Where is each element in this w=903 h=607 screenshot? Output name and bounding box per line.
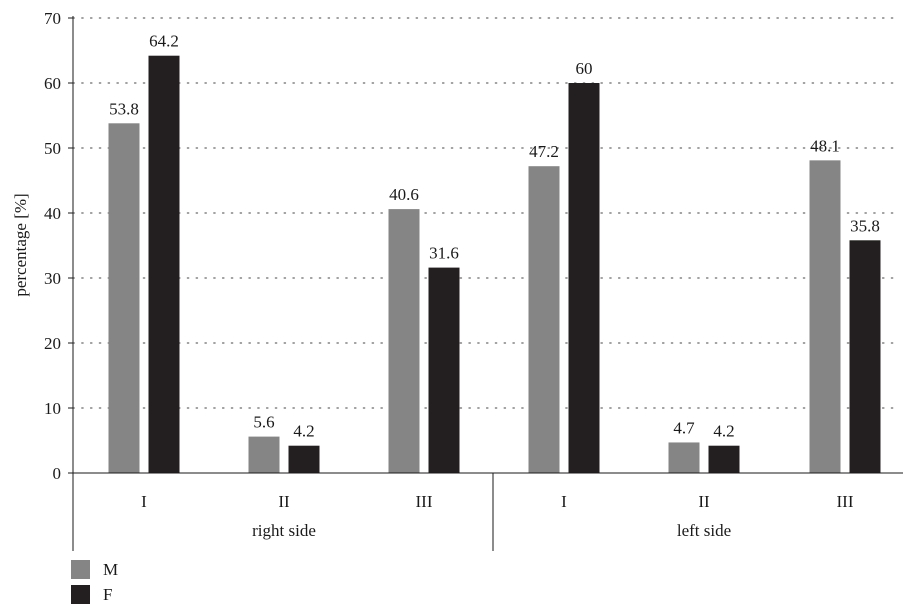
data-label: 53.8 [109,99,139,118]
bar-m [668,442,700,473]
bars [108,55,881,474]
data-label: 5.6 [253,413,274,432]
y-axis-title: percentage [%] [11,193,30,296]
data-label: 4.7 [673,418,695,437]
y-tick-label: 70 [44,9,61,28]
y-axis-ticks: 0 10 20 30 40 50 60 70 [44,9,73,483]
category-label: III [837,492,854,511]
y-tick-label: 0 [53,464,62,483]
bar-m [528,166,560,473]
category-label: II [278,492,290,511]
data-label: 4.2 [713,422,734,441]
legend-label: M [103,560,118,579]
bar-m [809,160,841,473]
data-label: 64.2 [149,32,179,51]
bar-f [708,445,740,473]
bar-m [388,209,420,473]
group-label: right side [252,521,316,540]
data-label: 4.2 [293,422,314,441]
bar-m [248,436,280,473]
bar-f [849,240,881,473]
data-label: 48.1 [810,136,840,155]
category-label: I [561,492,567,511]
data-label: 47.2 [529,142,559,161]
legend-label: F [103,585,112,604]
grid-lines [72,17,898,409]
data-label: 40.6 [389,185,419,204]
data-label: 60 [576,59,593,78]
group-label: left side [677,521,731,540]
category-label: II [698,492,710,511]
y-tick-label: 50 [44,139,61,158]
bar-m [108,123,140,474]
y-tick-label: 40 [44,204,61,223]
data-label: 35.8 [850,216,880,235]
legend: MF [71,560,118,604]
bar-f [428,267,460,473]
y-tick-label: 20 [44,334,61,353]
bar-f [148,55,180,473]
legend-swatch-m [71,560,90,579]
y-tick-label: 60 [44,74,61,93]
bar-f [288,445,320,473]
y-tick-label: 30 [44,269,61,288]
y-tick-label: 10 [44,399,61,418]
category-label: III [416,492,433,511]
data-labels: 53.8 5.6 40.6 47.2 4.7 48.1 64.2 4.2 31.6 60 4.2 35… [109,32,880,441]
legend-swatch-f [71,585,90,604]
data-label: 31.6 [429,244,459,263]
bar-f [568,83,600,473]
category-label: I [141,492,147,511]
